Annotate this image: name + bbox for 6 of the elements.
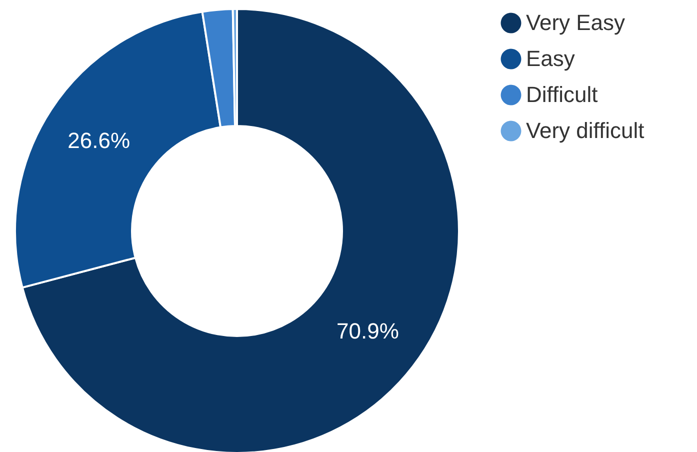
legend-label: Difficult bbox=[526, 82, 598, 107]
legend-label: Very Easy bbox=[526, 10, 626, 35]
data-label: 70.9% bbox=[336, 318, 399, 344]
legend-label: Easy bbox=[526, 46, 575, 71]
legend-label: Very difficult bbox=[526, 118, 644, 143]
data-label: 26.6% bbox=[68, 128, 130, 153]
